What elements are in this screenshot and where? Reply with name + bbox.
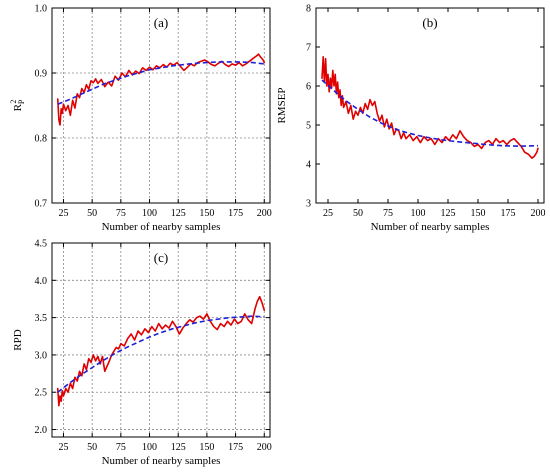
measured-line-c (56, 295, 266, 407)
y-tick-label-b-3: 6 (306, 82, 311, 93)
x-tick-label-c-3: 100 (142, 442, 157, 453)
x-tick-label-c-5: 150 (199, 442, 214, 453)
panel-title-c: (c) (154, 250, 168, 265)
y-axis-label-b: RMSEP (276, 87, 288, 123)
y-axis-label-a: RP2 (9, 99, 26, 111)
x-tick-label-b-4: 125 (441, 208, 456, 219)
x-tick-label-b-2: 75 (383, 208, 393, 219)
axis-frame-b (315, 7, 545, 204)
x-tick-label-a-7: 200 (257, 208, 272, 219)
y-tick-label-b-4: 7 (306, 43, 311, 54)
x-axis-label-c: Number of nearby samples (102, 455, 221, 467)
panel-title-b: (b) (422, 15, 437, 30)
trend-line-a (57, 61, 265, 105)
panel-title-a: (a) (154, 15, 168, 30)
x-tick-label-a-0: 25 (58, 208, 68, 219)
x-tick-label-a-3: 100 (142, 208, 157, 219)
y-tick-label-c-1: 2.5 (35, 388, 48, 399)
y-tick-label-b-5: 8 (306, 4, 311, 15)
y-tick-label-b-0: 3 (306, 199, 311, 210)
x-tick-label-b-6: 175 (501, 208, 516, 219)
y-tick-label-c-5: 4.5 (35, 239, 48, 250)
trend-line-b (321, 79, 539, 147)
y-tick-label-c-3: 3.5 (35, 313, 48, 324)
y-axis-label-main-c: RPD (12, 329, 24, 350)
x-tick-label-c-4: 125 (171, 442, 186, 453)
x-tick-label-b-3: 100 (411, 208, 426, 219)
x-tick-label-b-5: 150 (471, 208, 486, 219)
x-tick-label-b-0: 25 (323, 208, 333, 219)
y-axis-label-c: RPD (12, 329, 24, 350)
x-tick-label-c-7: 200 (257, 442, 272, 453)
x-tick-label-a-4: 125 (171, 208, 186, 219)
y-axis-label-sup-a: 2 (9, 100, 18, 104)
x-axis-label-b: Number of nearby samples (371, 221, 490, 233)
x-tick-label-b-7: 200 (531, 208, 546, 219)
x-tick-label-b-1: 50 (353, 208, 363, 219)
x-tick-label-c-1: 50 (87, 442, 97, 453)
series-group-c (56, 295, 266, 407)
y-tick-label-c-0: 2.0 (35, 425, 48, 436)
y-tick-label-c-2: 3.0 (35, 350, 48, 361)
y-tick-label-a-1: 0.8 (35, 134, 48, 145)
axis-frame-c (51, 242, 271, 438)
series-group-a (56, 53, 266, 126)
x-tick-label-a-6: 175 (228, 208, 243, 219)
y-axis-label-main-a: R (12, 103, 24, 111)
y-axis-label-sub-a: P (17, 99, 26, 104)
panel-c: 25 50 75 100 125 150 175 200 2.0 2.5 3.0 3.5 4.0 4.5 (… (12, 239, 272, 468)
x-tick-label-c-2: 75 (116, 442, 126, 453)
y-tick-label-b-1: 4 (306, 160, 311, 171)
trend-line-c (57, 315, 265, 393)
grid-a (52, 8, 270, 203)
grid-c (52, 243, 270, 437)
y-tick-label-c-4: 4.0 (35, 276, 48, 287)
y-tick-label-b-2: 5 (306, 121, 311, 132)
y-tick-label-a-3: 1.0 (35, 4, 48, 15)
x-tick-label-a-5: 150 (199, 208, 214, 219)
x-tick-label-a-2: 75 (116, 208, 126, 219)
panel-a: 25 50 75 100 125 150 175 200 0.7 0.8 0.9 1.0 (a) Numb… (9, 4, 272, 234)
x-tick-label-c-0: 25 (58, 442, 68, 453)
axis-frame-a (51, 7, 271, 204)
y-axis-label-main-b: RMSEP (276, 87, 288, 123)
y-tick-label-a-0: 0.7 (35, 199, 48, 210)
x-axis-label-a: Number of nearby samples (102, 221, 221, 233)
measured-line-a (56, 53, 266, 126)
y-tick-label-a-2: 0.9 (35, 69, 48, 80)
series-group-b (321, 55, 539, 159)
panel-b: 25 50 75 100 125 150 175 200 3 4 5 6 7 8 (b) Number of … (276, 4, 546, 234)
x-tick-label-c-6: 175 (228, 442, 243, 453)
x-tick-label-a-1: 50 (87, 208, 97, 219)
